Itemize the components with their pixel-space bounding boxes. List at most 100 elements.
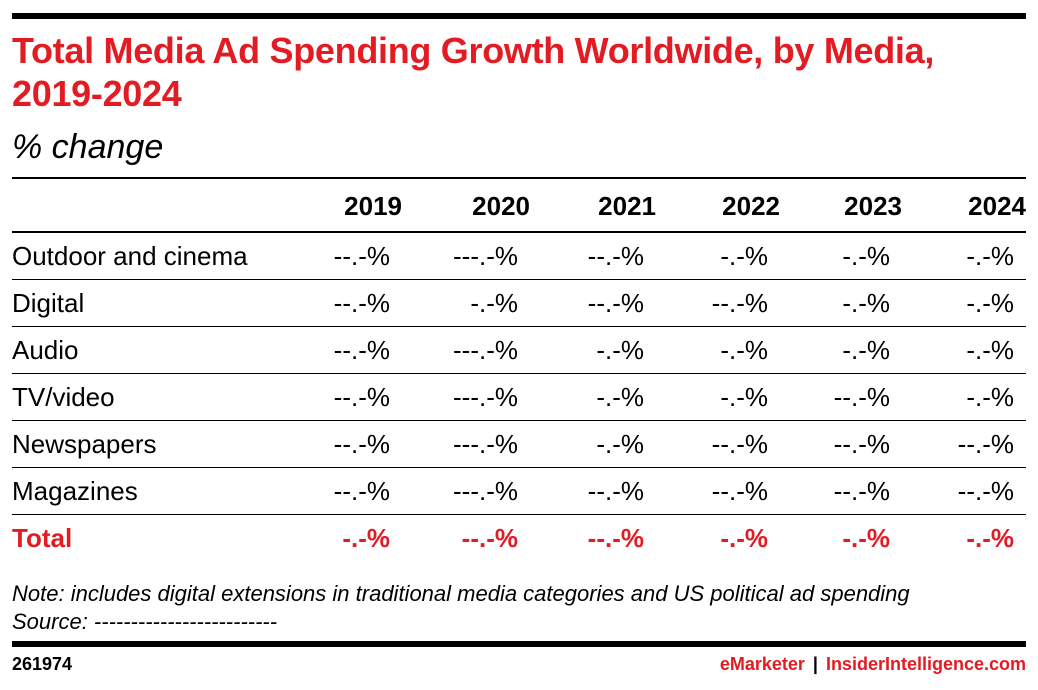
table-cell: -.-% [902,279,1026,327]
table-cell: --.-% [312,467,402,515]
cell-value: -.-% [966,381,1014,412]
table-cell: -.-% [530,420,656,468]
cell-value: --.-% [333,428,390,459]
table-cell: --.-% [530,515,656,562]
column-header-2024: 2024 [902,181,1026,233]
table-cell: --.-% [312,279,402,327]
cell-value: -.-% [720,334,768,365]
cell-value: --.-% [711,428,768,459]
cell-value: --.-% [711,475,768,506]
table-row: Audio --.-% ---.-% -.-% -.-% -.-% -.-% [12,326,1026,374]
cell-value: ---.-% [453,428,518,459]
cell-value: --.-% [711,287,768,318]
table-cell: --.-% [656,279,780,327]
row-label: Magazines [12,467,312,515]
brand-name: eMarketer [719,654,805,674]
footer-brand: eMarketer | InsiderIntelligence.com [720,654,1026,675]
bottom-rule [12,641,1026,647]
table-cell: -.-% [902,373,1026,421]
site-link[interactable]: InsiderIntelligence.com [825,654,1026,674]
cell-value: ---.-% [453,240,518,271]
cell-value: -.-% [596,428,644,459]
table-cell: -.-% [902,515,1026,562]
row-label: Total [12,522,73,553]
table-row: TV/video --.-% ---.-% -.-% -.-% --.-% -.-% [12,373,1026,421]
row-label: Outdoor and cinema [12,232,312,280]
table-row: Total -.-% --.-% --.-% -.-% -.-% -.-% [12,515,1026,562]
row-label: Newspapers [12,420,312,468]
row-label: TV/video [12,373,312,421]
cell-value: ---.-% [453,475,518,506]
table-cell: --.-% [312,373,402,421]
category-header [12,181,312,233]
cell-value: -.-% [966,334,1014,365]
cell-value: --.-% [833,475,890,506]
cell-value: --.-% [587,240,644,271]
cell-value: -.-% [342,522,390,553]
table-cell: -.-% [656,326,780,374]
table-cell: --.-% [312,326,402,374]
cell-value: --.-% [333,475,390,506]
cell-value: --.-% [957,428,1014,459]
cell-value: --.-% [587,522,644,553]
table-cell: ---.-% [402,373,530,421]
brand-separator: | [812,654,818,674]
table-cell: ---.-% [402,420,530,468]
table-cell: -.-% [780,232,902,280]
cell-value: --.-% [333,334,390,365]
table-cell: --.-% [656,420,780,468]
table-cell: -.-% [780,326,902,374]
table-cell: --.-% [312,232,402,280]
cell-value: --.-% [333,287,390,318]
table-cell: --.-% [530,467,656,515]
table-cell: --.-% [312,420,402,468]
cell-value: --.-% [587,475,644,506]
cell-value: -.-% [966,522,1014,553]
footnote: Note: includes digital extensions in tra… [12,580,1026,636]
table-cell: -.-% [530,373,656,421]
cell-value: --.-% [833,428,890,459]
table-cell: -.-% [656,232,780,280]
table-row: Outdoor and cinema --.-% ---.-% --.-% -.-% -.… [12,232,1026,280]
cell-value: -.-% [720,522,768,553]
table-cell: --.-% [530,279,656,327]
row-label: Digital [12,279,312,327]
table-cell: --.-% [780,373,902,421]
table-cell: -.-% [530,326,656,374]
cell-value: --.-% [333,240,390,271]
cell-value: --.-% [957,475,1014,506]
data-table: 2019 2020 2021 2022 2023 2024 Outdoor and cin… [12,181,1026,561]
cell-value: -.-% [596,334,644,365]
table-cell: ---.-% [402,467,530,515]
cell-value: -.-% [966,240,1014,271]
table-cell: -.-% [656,515,780,562]
column-header-2021: 2021 [530,181,656,233]
table-cell: --.-% [780,467,902,515]
column-header-2023: 2023 [780,181,902,233]
table-cell: -.-% [656,373,780,421]
cell-value: ---.-% [453,334,518,365]
table-cell: -.-% [780,515,902,562]
table-cell: -.-% [402,279,530,327]
cell-value: -.-% [842,287,890,318]
table-cell: -.-% [902,326,1026,374]
table-header-row: 2019 2020 2021 2022 2023 2024 [12,181,1026,233]
cell-value: --.-% [833,381,890,412]
table-row: Digital --.-% -.-% --.-% --.-% -.-% -.-% [12,279,1026,327]
header-rule [12,177,1026,179]
table-cell: --.-% [902,467,1026,515]
cell-value: --.-% [461,522,518,553]
column-header-2020: 2020 [402,181,530,233]
note-text: Note: includes digital extensions in tra… [12,581,910,606]
cell-value: -.-% [842,522,890,553]
cell-value: -.-% [720,381,768,412]
table-cell: --.-% [780,420,902,468]
cell-value: -.-% [720,240,768,271]
chart-id: 261974 [12,654,73,674]
cell-value: --.-% [587,287,644,318]
table-cell: --.-% [656,467,780,515]
cell-value: -.-% [842,334,890,365]
source-text: Source: ------------------------- [12,609,278,634]
table-cell: -.-% [312,515,402,562]
cell-value: --.-% [333,381,390,412]
